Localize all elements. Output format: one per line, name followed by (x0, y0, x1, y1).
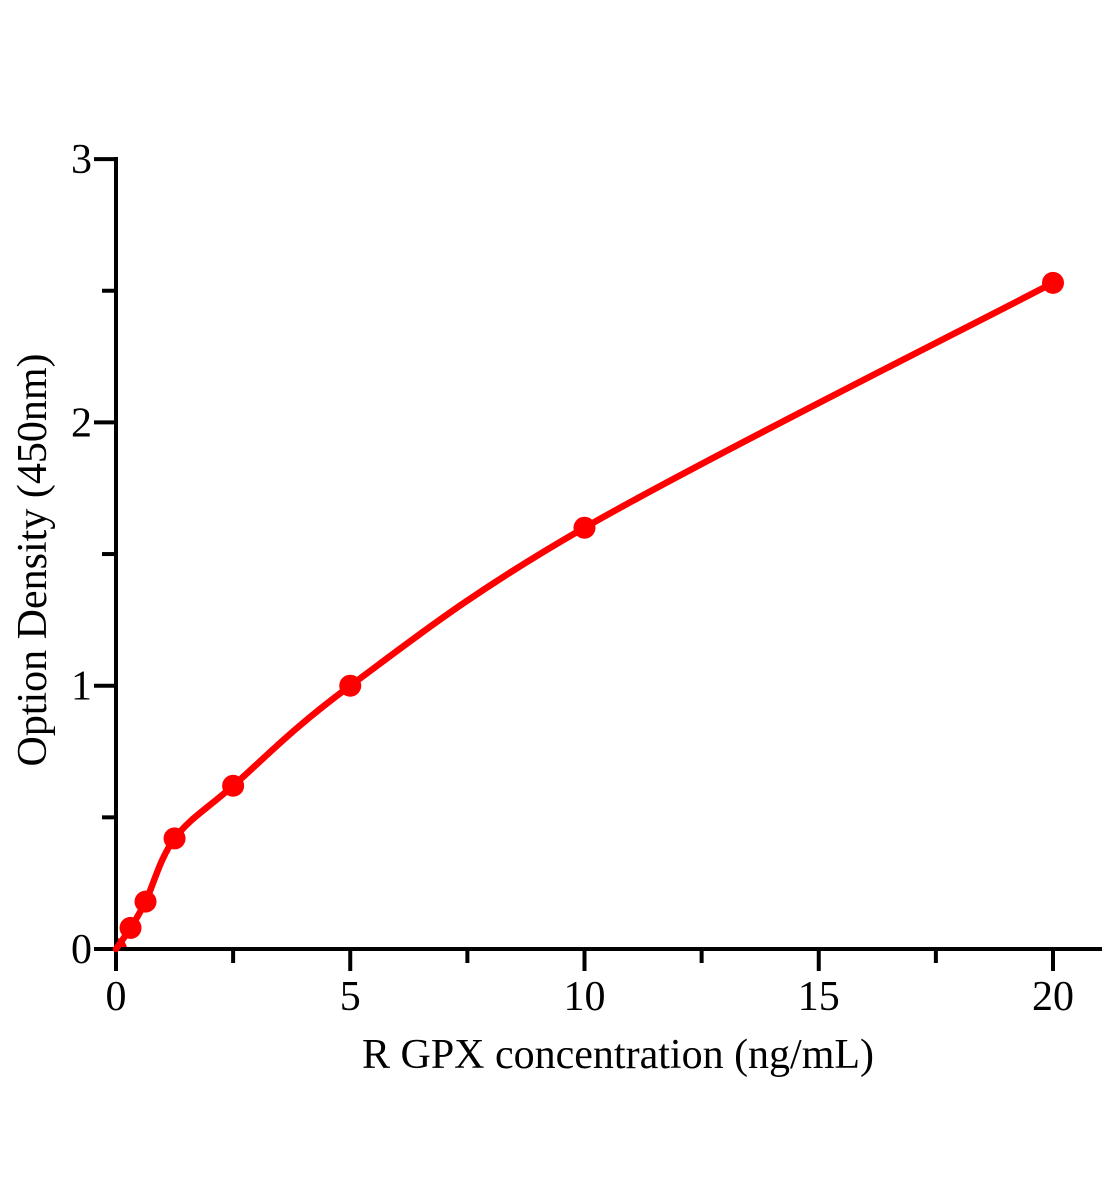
axes (94, 157, 1102, 971)
y-tick-label: 0 (71, 927, 92, 973)
data-point-marker (119, 916, 142, 939)
y-tick-label: 1 (71, 664, 92, 710)
y-axis-title: Option Density (450nm) (10, 354, 56, 767)
data-point-marker (118, 938, 127, 947)
x-tick-label: 0 (106, 974, 127, 1020)
data-point-marker (134, 890, 157, 913)
x-tick-label: 20 (1032, 974, 1074, 1020)
x-tick-label: 15 (798, 974, 840, 1020)
x-axis-title: R GPX concentration (ng/mL) (362, 1032, 874, 1078)
data-point-marker (222, 774, 245, 797)
y-tick-label: 2 (71, 400, 92, 446)
axis-labels: R GPX concentration (ng/mL) Option Densit… (10, 354, 874, 1078)
data-point-marker (163, 827, 186, 850)
fit-curve (112, 279, 1057, 953)
x-tick-label: 5 (340, 974, 361, 1020)
data-point-marker (339, 674, 362, 697)
y-tick-label: 3 (71, 137, 92, 183)
tick-labels: 0 5 10 15 20 0 1 2 3 (71, 137, 1074, 1020)
standard-curve-line (112, 279, 1057, 953)
data-point-marker (573, 516, 596, 539)
x-tick-label: 10 (564, 974, 606, 1020)
data-point-marker (1042, 271, 1064, 294)
data-points (118, 271, 1064, 947)
